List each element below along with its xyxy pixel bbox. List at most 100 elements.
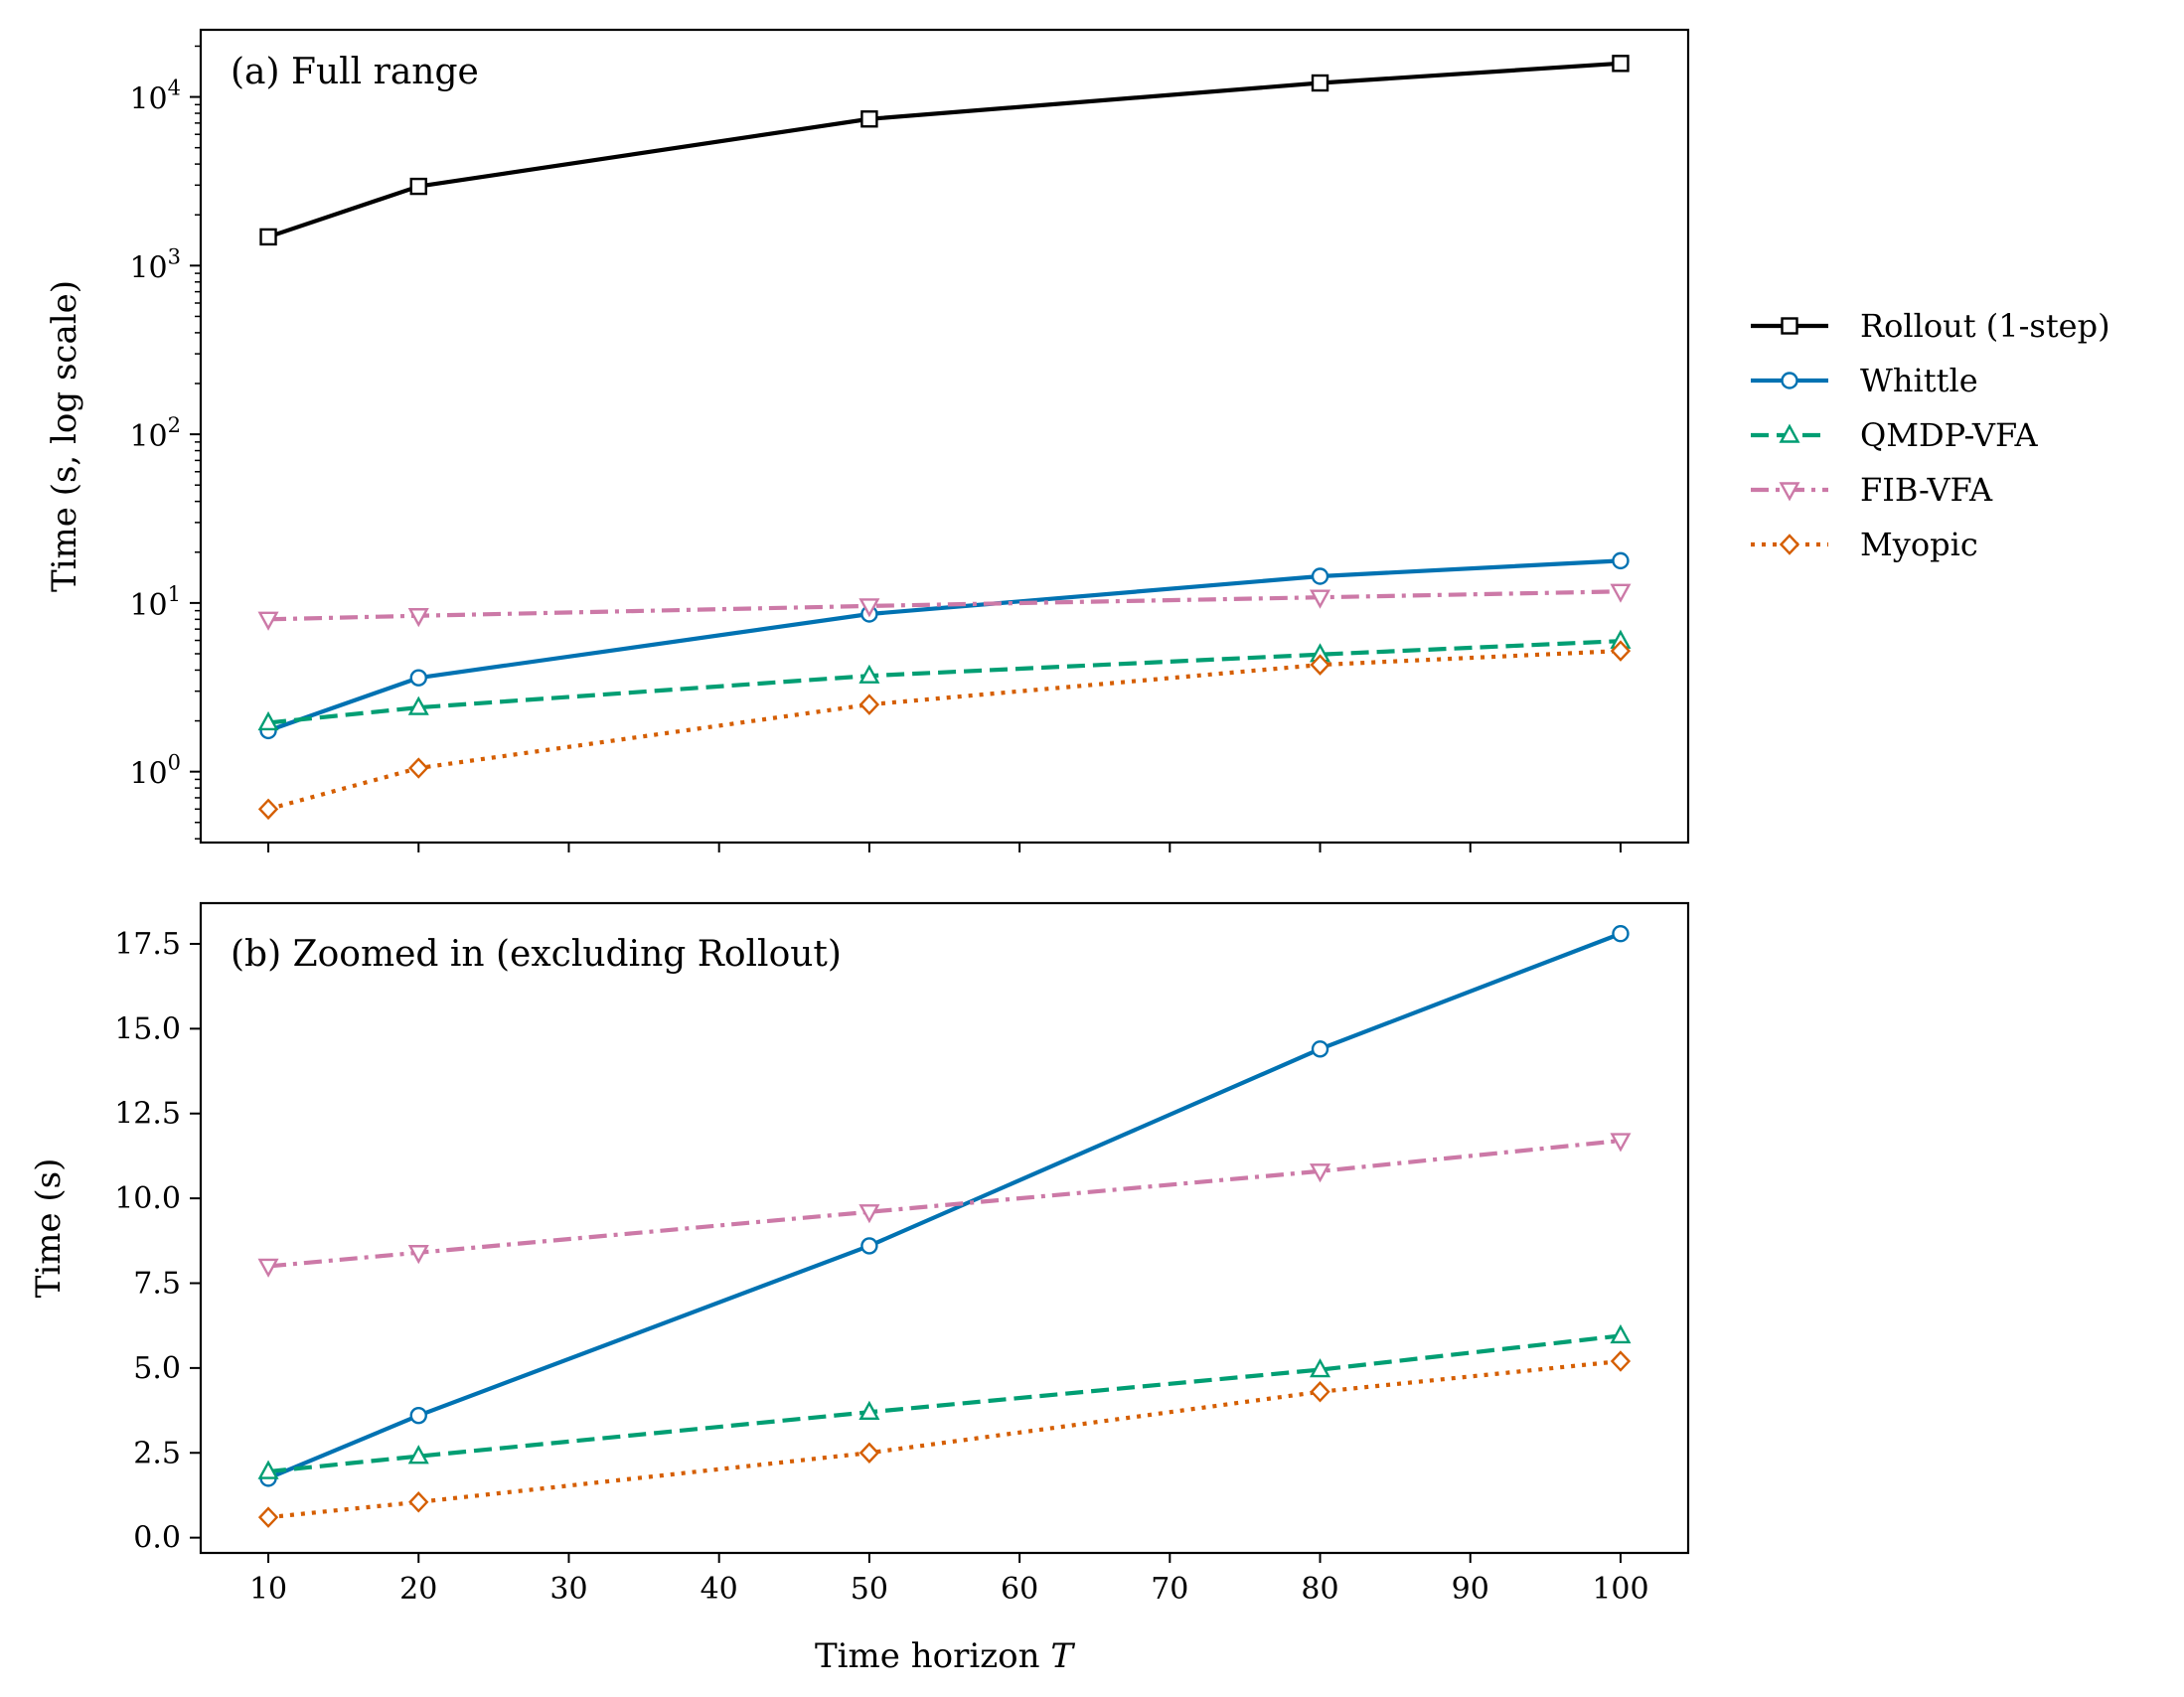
y-tick-label: 103 — [129, 244, 181, 285]
data-point-whittle-2 — [860, 1237, 878, 1255]
y-tick-label: 15.0 — [114, 1011, 181, 1046]
series-line-myopic — [267, 1358, 1622, 1520]
data-point-whittle-4 — [1612, 925, 1630, 943]
data-point-fib-4 — [1610, 583, 1632, 603]
data-point-fib-1 — [407, 1245, 429, 1265]
panel-a-y-ticks: 100 101 102 103 104 — [129, 45, 201, 840]
data-point-qmdp-2 — [858, 664, 880, 684]
legend-marker-fib — [1779, 482, 1800, 502]
y-tick-label: 2.5 — [133, 1436, 181, 1470]
panel-b-y-axis-label: Time (s) — [29, 1158, 69, 1299]
legend-entry-whittle: Whittle — [1751, 362, 1978, 399]
x-tick-label: 90 — [1452, 1572, 1489, 1607]
x-tick-label: 100 — [1592, 1572, 1648, 1607]
panel-b-y-ticks: 0.0 2.5 5.0 7.5 10.0 12.5 15.0 17.5 — [114, 927, 201, 1556]
panel-b-title: (b) Zoomed in (excluding Rollout) — [231, 934, 842, 975]
legend-label-fib: FIB-VFA — [1860, 471, 1993, 509]
panel-b-x-axis-label: Time horizon T — [815, 1636, 1075, 1676]
series-whittle — [259, 925, 1630, 1487]
data-point-fib-4 — [1610, 1133, 1632, 1153]
data-point-fib-1 — [407, 608, 429, 628]
data-point-myopic-1 — [408, 1491, 429, 1513]
data-point-whittle-3 — [1311, 567, 1329, 585]
panel-a-y-axis-label: Time (s, log scale) — [45, 280, 84, 592]
data-point-myopic-2 — [858, 1442, 880, 1465]
data-point-whittle-3 — [1311, 1040, 1329, 1058]
data-point-whittle-1 — [409, 1406, 427, 1425]
panel-b-x-ticks: 10 20 30 40 50 60 70 80 90 100 — [249, 1553, 1649, 1607]
data-point-fib-3 — [1310, 589, 1331, 609]
legend: Rollout (1-step) Whittle QMDP-VFA FIB-VFA My… — [1751, 307, 2110, 563]
x-tick-label: 40 — [701, 1572, 738, 1607]
data-point-fib-0 — [257, 611, 279, 631]
series-fib — [257, 1133, 1632, 1278]
data-point-whittle-1 — [409, 669, 427, 687]
series-myopic — [257, 1350, 1632, 1528]
series-line-qmdp — [267, 1333, 1622, 1474]
series-line-whittle — [267, 931, 1622, 1480]
series-line-whittle — [267, 558, 1622, 733]
series-line-fib — [267, 1138, 1622, 1269]
y-tick-label: 101 — [129, 582, 181, 623]
panel-a-full-range: 100 101 102 103 104 (a) Full range Time (s, … — [45, 28, 1690, 852]
data-point-rollout-1 — [409, 177, 427, 196]
data-point-myopic-2 — [858, 694, 880, 715]
legend-label-rollout: Rollout (1-step) — [1860, 307, 2110, 345]
data-point-fib-2 — [858, 598, 880, 618]
legend-marker-myopic — [1779, 534, 1800, 555]
series-line-myopic — [267, 649, 1622, 812]
panel-a-series — [257, 55, 1632, 821]
y-tick-label: 102 — [129, 413, 181, 454]
legend-marker-qmdp — [1779, 423, 1800, 443]
panel-b-series — [257, 925, 1632, 1528]
y-tick-label: 104 — [129, 77, 181, 117]
series-line-fib — [267, 589, 1621, 622]
x-tick-label: 10 — [249, 1572, 287, 1607]
data-point-whittle-4 — [1612, 551, 1630, 570]
series-fib — [257, 583, 1632, 631]
x-tick-label: 70 — [1151, 1572, 1188, 1607]
data-point-myopic-0 — [257, 1506, 279, 1528]
series-whittle — [259, 551, 1630, 740]
panel-b-zoomed-in: 10 20 30 40 50 60 70 80 90 100 0.0 2.5 5.0 7.5 10.0 12… — [29, 901, 1690, 1676]
y-tick-label: 10.0 — [114, 1181, 181, 1216]
data-point-rollout-0 — [259, 228, 277, 246]
data-point-rollout-3 — [1311, 74, 1329, 92]
data-point-fib-2 — [858, 1204, 880, 1224]
series-qmdp — [257, 1323, 1632, 1479]
data-point-qmdp-0 — [257, 1460, 279, 1479]
legend-entry-myopic: Myopic — [1751, 526, 1978, 563]
series-line-qmdp — [267, 639, 1622, 725]
panel-b-plot-frame — [199, 901, 1690, 1555]
y-tick-label: 17.5 — [114, 927, 181, 962]
series-qmdp — [257, 629, 1632, 731]
data-point-myopic-3 — [1310, 1381, 1330, 1403]
y-tick-label: 100 — [129, 751, 181, 792]
data-point-fib-0 — [257, 1258, 279, 1278]
legend-entry-qmdp: QMDP-VFA — [1751, 416, 2038, 454]
series-rollout — [259, 55, 1630, 246]
data-point-myopic-1 — [408, 757, 429, 779]
data-point-myopic-4 — [1610, 1350, 1632, 1372]
data-point-qmdp-2 — [858, 1400, 880, 1420]
legend-label-whittle: Whittle — [1860, 362, 1978, 399]
y-tick-label: 7.5 — [133, 1266, 181, 1301]
data-point-qmdp-4 — [1610, 1323, 1632, 1344]
legend-entry-rollout: Rollout (1-step) — [1751, 307, 2110, 345]
panel-a-title: (a) Full range — [231, 52, 479, 92]
legend-entry-fib: FIB-VFA — [1751, 471, 1993, 509]
data-point-myopic-0 — [257, 798, 279, 821]
data-point-qmdp-0 — [257, 710, 279, 731]
legend-marker-whittle — [1781, 372, 1798, 389]
data-point-myopic-3 — [1310, 654, 1330, 676]
data-point-fib-3 — [1310, 1163, 1331, 1183]
y-tick-label: 0.0 — [133, 1521, 181, 1556]
x-tick-label: 20 — [399, 1572, 437, 1607]
x-tick-label: 30 — [549, 1572, 587, 1607]
x-tick-label: 80 — [1301, 1572, 1338, 1607]
y-tick-label: 12.5 — [114, 1097, 181, 1132]
panel-a-plot-frame — [199, 28, 1690, 845]
data-point-rollout-2 — [860, 110, 878, 128]
legend-label-qmdp: QMDP-VFA — [1860, 416, 2038, 454]
